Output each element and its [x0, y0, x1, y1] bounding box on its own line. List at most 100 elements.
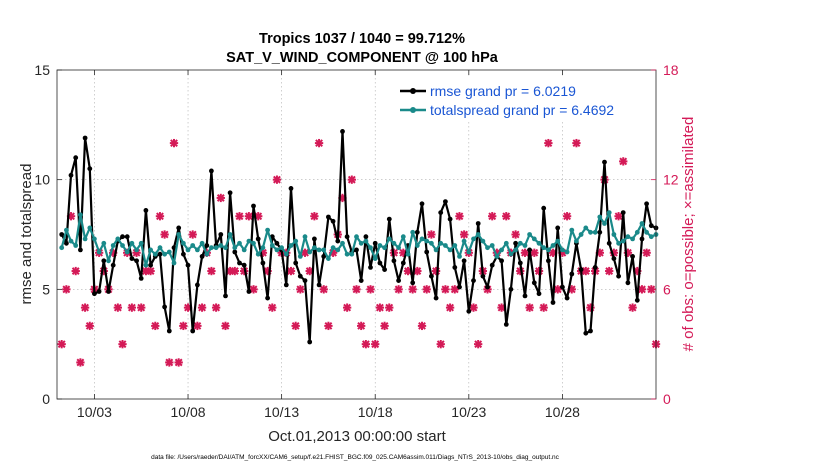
- point-rmse: [527, 247, 532, 253]
- series-lines: [59, 129, 659, 345]
- point-totalspread: [237, 240, 242, 246]
- point-totalspread: [218, 243, 224, 248]
- point-rmse: [106, 289, 111, 294]
- point-totalspread: [302, 234, 308, 240]
- point-rmse: [176, 225, 182, 231]
- point-totalspread: [120, 243, 125, 248]
- point-rmse: [578, 267, 584, 272]
- x-tick-label: 10/03: [77, 404, 112, 420]
- point-rmse: [475, 221, 481, 226]
- point-totalspread: [560, 247, 565, 253]
- point-totalspread: [251, 240, 256, 246]
- point-rmse: [274, 240, 280, 246]
- obs-assimilated-marker: [347, 175, 356, 184]
- point-rmse: [438, 210, 444, 216]
- point-rmse: [87, 166, 93, 172]
- point-totalspread: [358, 240, 364, 246]
- point-rmse: [148, 262, 154, 268]
- chart-title-line1: Tropics 1037 / 1040 = 99.712%: [259, 31, 465, 47]
- point-totalspread: [382, 245, 387, 251]
- point-totalspread: [639, 221, 645, 226]
- obs-assimilated-marker: [422, 285, 431, 294]
- axis-ticks: 10/03 10/08 10/13 10/18 10/23 10/28 0 5 10 15 0 6 12…: [34, 62, 678, 420]
- obs-assimilated-marker: [62, 285, 71, 294]
- point-rmse: [377, 260, 383, 266]
- point-totalspread: [396, 245, 401, 251]
- point-rmse: [232, 249, 238, 255]
- point-rmse: [503, 322, 509, 327]
- obs-assimilated-marker: [539, 303, 548, 312]
- point-rmse: [597, 229, 603, 235]
- point-rmse: [181, 251, 186, 257]
- point-rmse: [634, 297, 640, 303]
- point-totalspread: [340, 240, 345, 246]
- point-rmse: [531, 280, 537, 286]
- point-rmse: [602, 159, 607, 165]
- point-totalspread: [199, 240, 205, 246]
- point-totalspread: [363, 238, 369, 244]
- obs-assimilated-marker: [113, 303, 122, 312]
- obs-assimilated-marker: [450, 285, 459, 294]
- legend-marker-totalspread: [410, 107, 416, 113]
- point-rmse: [326, 214, 331, 220]
- point-rmse: [611, 256, 617, 261]
- x-tick-label: 10/18: [358, 404, 393, 420]
- point-totalspread: [321, 247, 327, 253]
- point-totalspread: [457, 254, 462, 259]
- point-rmse: [489, 262, 495, 268]
- point-totalspread: [489, 243, 495, 248]
- point-rmse: [293, 260, 299, 266]
- point-totalspread: [223, 245, 228, 251]
- point-totalspread: [443, 243, 448, 248]
- obs-assimilated-marker: [511, 230, 520, 239]
- point-totalspread: [414, 243, 420, 248]
- point-totalspread: [283, 251, 289, 257]
- obs-assimilated-marker: [455, 212, 464, 221]
- point-totalspread: [134, 247, 140, 253]
- point-totalspread: [602, 221, 607, 226]
- point-rmse: [546, 258, 551, 264]
- point-rmse: [265, 295, 270, 301]
- obs-assimilated-marker: [296, 285, 305, 294]
- point-totalspread: [377, 243, 383, 248]
- point-rmse: [237, 260, 242, 266]
- point-rmse: [368, 265, 373, 270]
- point-totalspread: [475, 232, 481, 237]
- point-rmse: [391, 258, 397, 264]
- point-totalspread: [106, 258, 111, 264]
- point-rmse: [419, 201, 425, 207]
- point-rmse: [190, 328, 196, 334]
- point-totalspread: [227, 232, 233, 237]
- point-rmse: [555, 225, 561, 231]
- obs-assimilated-marker: [160, 230, 169, 239]
- obs-assimilated-marker: [244, 212, 254, 221]
- point-totalspread: [241, 247, 247, 253]
- point-totalspread: [101, 240, 107, 246]
- point-totalspread: [517, 240, 523, 246]
- point-totalspread: [546, 247, 551, 253]
- point-rmse: [92, 291, 97, 297]
- obs-assimilated-marker: [80, 303, 90, 312]
- point-totalspread: [447, 247, 453, 253]
- point-rmse: [316, 282, 322, 288]
- legend-marker-rmse: [410, 88, 416, 94]
- point-rmse: [59, 232, 65, 237]
- point-totalspread: [606, 210, 612, 216]
- point-totalspread: [522, 243, 528, 248]
- legend-label-totalspread: totalspread grand pr = 6.4692: [430, 102, 614, 118]
- point-totalspread: [625, 234, 631, 240]
- point-totalspread: [644, 229, 649, 235]
- point-rmse: [461, 258, 467, 264]
- chart-title-line2: SAT_V_WIND_COMPONENT @ 100 hPa: [226, 50, 499, 66]
- x-tick-label: 10/13: [264, 404, 299, 420]
- legend-label-rmse: rmse grand pr = 6.0219: [430, 83, 576, 99]
- y2-axis-label: # of obs: o=possible; ×=assimilated: [680, 117, 697, 352]
- point-rmse: [588, 328, 593, 334]
- x-tick-label: 10/08: [171, 404, 206, 420]
- point-totalspread: [429, 240, 434, 246]
- point-totalspread: [508, 251, 514, 257]
- plot-frame: [56, 69, 657, 400]
- point-totalspread: [87, 225, 93, 231]
- point-totalspread: [419, 236, 425, 242]
